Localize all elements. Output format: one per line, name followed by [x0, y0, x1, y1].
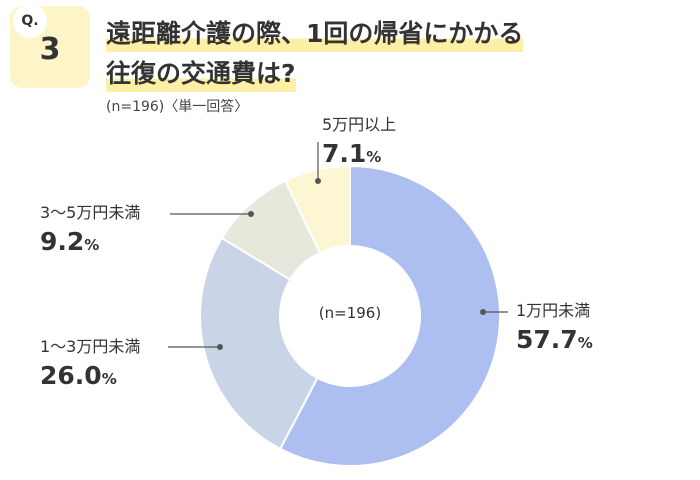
question-prefix: Q.	[13, 4, 47, 38]
slice-label-4: 5万円以上	[322, 115, 396, 134]
leader-dot-4	[315, 178, 321, 184]
donut-slice-2	[199, 236, 319, 451]
slice-value-4: 7.1%	[322, 139, 381, 168]
donut-slice-4	[283, 164, 351, 255]
center-label: (n=196)	[319, 304, 381, 322]
slice-label-1: 1万円未満	[516, 301, 590, 320]
question-title-line-2: 往復の交通費は?	[106, 56, 296, 92]
question-title-line-1: 遠距離介護の際、1回の帰省にかかる	[106, 16, 524, 52]
leader-dot-2	[217, 344, 223, 350]
slice-label-3: 3〜5万円未満	[40, 203, 140, 222]
leader-dot-1	[480, 309, 486, 315]
question-number: 3	[39, 32, 61, 67]
leader-dot-3	[248, 211, 254, 217]
question-badge: Q. 3	[10, 4, 90, 88]
slice-value-1: 57.7%	[516, 325, 593, 354]
slice-label-2: 1〜3万円未満	[40, 337, 140, 356]
donut-slice-1	[278, 164, 501, 467]
sample-note: (n=196)〈単一回答〉	[106, 99, 249, 115]
slice-value-2: 26.0%	[40, 361, 117, 390]
slice-value-3: 9.2%	[40, 227, 99, 256]
